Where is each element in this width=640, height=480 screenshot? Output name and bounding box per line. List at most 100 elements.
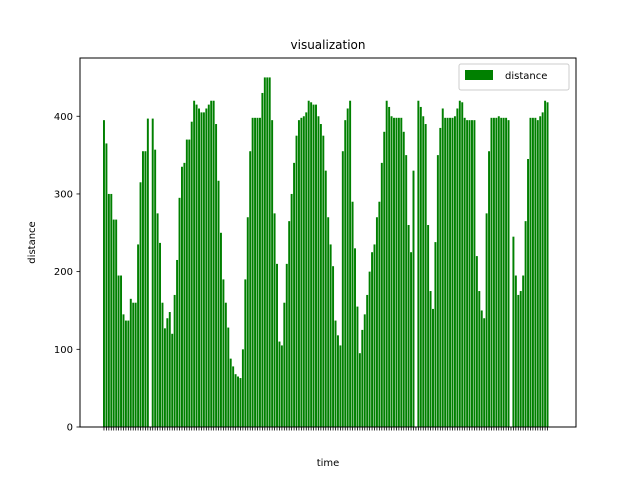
bar (429, 291, 432, 427)
bar (531, 117, 534, 427)
bar (439, 127, 442, 428)
bar (400, 117, 403, 427)
bar (176, 259, 179, 427)
bar (327, 217, 330, 427)
bar (434, 242, 437, 427)
bar (410, 252, 413, 427)
y-axis: 0 100 200 300 400 (54, 112, 80, 434)
bar (502, 117, 505, 427)
bar (261, 92, 264, 428)
bar (227, 327, 230, 427)
bar (329, 244, 332, 427)
bar (397, 117, 400, 427)
bar (244, 279, 247, 427)
bar (446, 117, 449, 427)
bar (402, 131, 405, 428)
bar (546, 102, 549, 427)
bar (385, 100, 388, 427)
bar (475, 256, 478, 427)
bar (346, 108, 349, 428)
bar (224, 302, 227, 427)
bar (288, 221, 291, 427)
bar (524, 221, 527, 427)
legend: distance (458, 63, 570, 91)
bar (539, 116, 542, 427)
bar (195, 104, 198, 428)
y-tick-label: 200 (54, 267, 73, 278)
y-tick-label: 0 (67, 423, 73, 434)
bar (212, 100, 215, 427)
bar (263, 77, 266, 428)
bar (541, 112, 544, 427)
bar (268, 77, 271, 428)
bar (458, 100, 461, 427)
bar (349, 100, 352, 427)
bar (456, 108, 459, 428)
bar (305, 112, 308, 427)
bar (468, 120, 471, 428)
bar (190, 121, 193, 427)
bar (351, 201, 354, 427)
y-tick-label: 300 (54, 189, 73, 200)
bar (380, 162, 383, 427)
bar (156, 213, 159, 427)
bar (463, 117, 466, 427)
bar (363, 314, 366, 427)
bar (332, 266, 335, 427)
bar (354, 248, 356, 427)
bar (449, 117, 452, 427)
bar (256, 117, 259, 427)
bar (283, 302, 286, 427)
bar (424, 124, 427, 427)
bar (168, 312, 171, 427)
bar (395, 117, 398, 427)
bar (290, 193, 293, 427)
bar (239, 378, 242, 427)
bar (356, 306, 359, 427)
bar (336, 335, 339, 427)
bar (154, 149, 157, 428)
bar (237, 376, 239, 427)
bar (251, 117, 254, 427)
bar (180, 166, 183, 427)
bar (293, 162, 296, 427)
bar (344, 120, 347, 428)
bar (488, 151, 491, 427)
bar (495, 117, 498, 427)
bar (412, 170, 415, 427)
bar (171, 333, 174, 427)
bar (441, 108, 444, 428)
bar (271, 120, 274, 428)
bar (500, 117, 503, 427)
bar (241, 349, 244, 427)
bar (544, 100, 547, 427)
bar (310, 102, 313, 427)
bar (222, 279, 225, 427)
bar (217, 180, 220, 427)
bar (375, 217, 378, 427)
bar (193, 100, 196, 427)
bar (198, 108, 200, 428)
bar (483, 318, 486, 427)
bar (427, 225, 430, 427)
bar (422, 116, 425, 427)
bar (466, 120, 469, 428)
bar (473, 120, 476, 428)
bar (534, 117, 537, 427)
bar (461, 102, 464, 427)
bar (210, 100, 213, 427)
bar (139, 182, 142, 427)
bar (390, 116, 393, 427)
bar (324, 170, 327, 427)
bar (183, 162, 186, 427)
bar (151, 118, 154, 427)
bar (107, 193, 110, 427)
bar (307, 100, 310, 427)
bar (383, 131, 386, 428)
bar (161, 302, 164, 427)
bar (266, 77, 269, 428)
bar (315, 104, 317, 428)
bar (373, 244, 376, 427)
bar (536, 120, 539, 428)
plot-frame (79, 57, 577, 428)
